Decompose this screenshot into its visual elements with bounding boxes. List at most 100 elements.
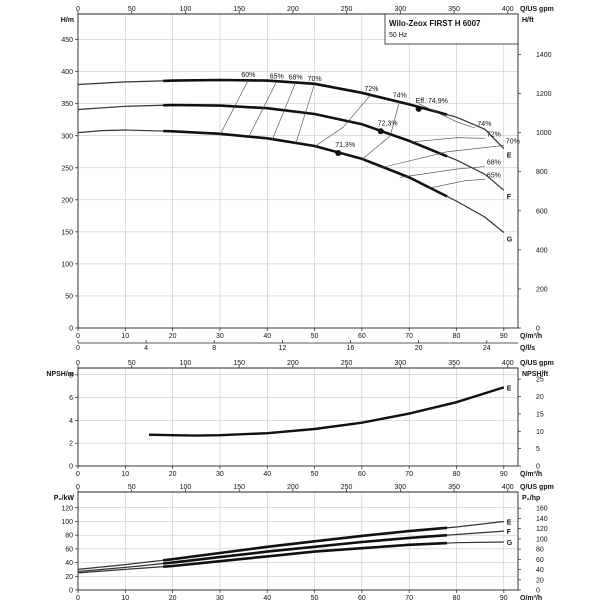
power-tick-label-y2: 40 xyxy=(536,567,544,574)
npsh-tick-label-y: 2 xyxy=(69,441,73,448)
head-y2-axis-label: H/ft xyxy=(522,17,534,24)
npsh-top-axis-lps-tick-label: 0 xyxy=(76,345,80,352)
power-tick-label-y2: 100 xyxy=(536,536,548,543)
power-tick-label-y2: 160 xyxy=(536,506,548,513)
iso-efficiency-line xyxy=(219,79,249,136)
iso-efficiency-line xyxy=(409,137,485,143)
head-tick-label-y2: 1000 xyxy=(536,130,552,137)
title-box: Wilo-Zeox FIRST H 6007 50 Hz xyxy=(384,13,519,45)
bep-label: 71,3% xyxy=(335,142,355,149)
head-tick-label-y2: 200 xyxy=(536,286,548,293)
power-top-axis-gpm-tick-label: 400 xyxy=(502,484,514,491)
head-tick-label-x: 30 xyxy=(216,333,224,340)
npsh-tick-label-x: 20 xyxy=(169,471,177,478)
npsh-tick-label-y: 4 xyxy=(69,418,73,425)
power-tick-label-y2: 20 xyxy=(536,577,544,584)
head-top-axis-gpm-tick-label: 350 xyxy=(448,6,460,13)
power-curve-label-E: E xyxy=(507,519,512,526)
iso-efficiency-line xyxy=(361,100,400,160)
iso-efficiency-line xyxy=(399,166,485,178)
npsh-top-axis-gpm-tick-label: 200 xyxy=(287,360,299,367)
iso-efficiency-label: 65% xyxy=(487,172,501,179)
curves-layer xyxy=(77,78,505,574)
power-top-axis-gpm-tick-label: 50 xyxy=(128,484,136,491)
iso-efficiency-label: 60% xyxy=(241,72,255,79)
head-tick-label-x: 70 xyxy=(405,333,413,340)
npsh-tick-label-x: 90 xyxy=(500,471,508,478)
power-tick-label-y: 100 xyxy=(61,519,73,526)
bep-marker xyxy=(415,105,422,112)
power-plot-frame xyxy=(77,491,519,591)
npsh-top-axis-gpm-tick-label: 150 xyxy=(233,360,245,367)
head-tick-label-y2: 0 xyxy=(536,326,540,333)
iso-efficiency-line xyxy=(248,81,277,138)
head-tick-label-x: 10 xyxy=(121,333,129,340)
npsh-top-axis-gpm-tick-label: 300 xyxy=(394,360,406,367)
npsh-tick-label-y2: 15 xyxy=(536,411,544,418)
power-tick-label-x: 80 xyxy=(453,595,461,600)
power-curve-G xyxy=(77,541,504,574)
npsh-top-axis-lps-tick-label: 12 xyxy=(278,345,286,352)
npsh-curve-E-bold xyxy=(148,386,505,437)
power-top-axis-gpm-tick-label: 300 xyxy=(394,484,406,491)
head-tick-label-x: 20 xyxy=(169,333,177,340)
head-tick-label-x: 40 xyxy=(263,333,271,340)
power-y2-axis-label: P₂/hp xyxy=(522,495,540,502)
npsh-tick-label-y: 8 xyxy=(69,372,73,379)
power-tick-label-y2: 80 xyxy=(536,547,544,554)
npsh-tick-label-x: 10 xyxy=(121,471,129,478)
head-tick-label-y: 100 xyxy=(61,261,73,268)
iso-efficiency-line xyxy=(380,145,504,169)
npsh-tick-label-x: 60 xyxy=(358,471,366,478)
iso-efficiency-label: 68% xyxy=(289,75,303,82)
power-top-axis-gpm-tick-label: 100 xyxy=(180,484,192,491)
power-x-axis-label: Q/m³/h xyxy=(520,595,542,600)
npsh-tick-label-y2: 5 xyxy=(536,446,540,453)
iso-efficiency-label: 70% xyxy=(308,76,322,83)
iso-efficiency-line xyxy=(418,103,476,129)
head-plot-frame xyxy=(77,13,519,329)
head-tick-label-y2: 400 xyxy=(536,247,548,254)
head-tick-label-y: 300 xyxy=(61,133,73,140)
npsh-top-axis-lps-tick-label: 4 xyxy=(144,345,148,352)
head-top-axis-gpm-tick-label: 300 xyxy=(394,6,406,13)
head-tick-label-x: 90 xyxy=(500,333,508,340)
head-top-axis-gpm-tick-label: 50 xyxy=(128,6,136,13)
power-tick-label-y2: 0 xyxy=(536,588,540,595)
npsh-top-axis-lps-tick-label: 20 xyxy=(415,345,423,352)
power-curve-label-G: G xyxy=(507,540,513,547)
head-top-axis-gpm-tick-label: 100 xyxy=(180,6,192,13)
power-tick-label-x: 60 xyxy=(358,595,366,600)
head-top-axis-gpm-tick-label: 400 xyxy=(502,6,514,13)
power-top-axis-gpm-tick-label: 250 xyxy=(341,484,353,491)
power-curve-F-operating-range xyxy=(163,533,448,565)
npsh-tick-label-y2: 25 xyxy=(536,377,544,384)
npsh-plot-frame xyxy=(77,367,519,467)
power-curve-label-F: F xyxy=(507,529,512,536)
power-tick-label-y2: 120 xyxy=(536,526,548,533)
head-tick-label-y: 0 xyxy=(69,326,73,333)
power-top-axis-gpm-tick-label: 0 xyxy=(76,484,80,491)
npsh-tick-label-x: 50 xyxy=(311,471,319,478)
power-tick-label-y: 20 xyxy=(65,574,73,581)
head-curve-F xyxy=(77,104,505,191)
npsh-tick-label-y2: 20 xyxy=(536,394,544,401)
npsh-tick-label-y2: 10 xyxy=(536,429,544,436)
bep-marker xyxy=(377,128,384,135)
head-tick-label-y: 250 xyxy=(61,165,73,172)
power-tick-label-x: 40 xyxy=(263,595,271,600)
npsh-tick-label-x: 70 xyxy=(405,471,413,478)
power-tick-label-y: 120 xyxy=(61,505,73,512)
npsh-top-axis-gpm-label: Q/US gpm xyxy=(520,360,554,367)
npsh-tick-label-y2: 0 xyxy=(536,464,540,471)
npsh-top-axis-lps-tick-label: 24 xyxy=(483,345,491,352)
grid-layer xyxy=(78,14,518,590)
head-tick-label-x: 50 xyxy=(311,333,319,340)
power-tick-label-y: 0 xyxy=(69,588,73,595)
head-tick-label-y: 200 xyxy=(61,197,73,204)
power-tick-label-y: 40 xyxy=(65,560,73,567)
power-y-axis-label: P₂/kW xyxy=(54,495,75,502)
head-curve-F-operating-range xyxy=(163,103,448,158)
iso-efficiency-line xyxy=(295,83,315,145)
head-top-axis-gpm-tick-label: 150 xyxy=(233,6,245,13)
